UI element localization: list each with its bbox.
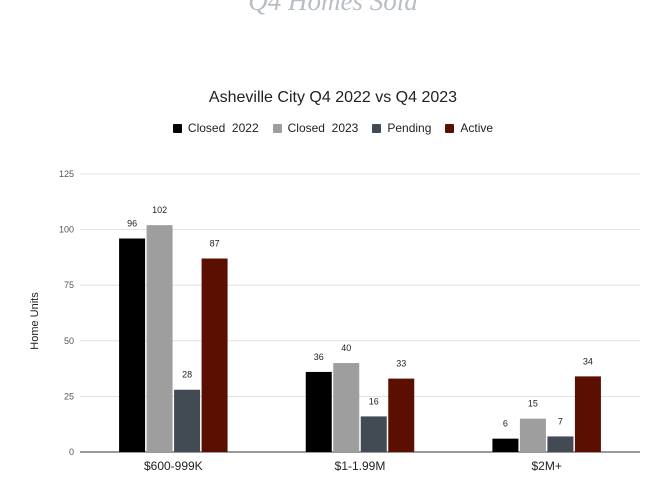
bar [201,258,228,452]
data-label: 96 [127,218,137,228]
data-label: 36 [314,352,324,362]
y-tick-label: 0 [69,447,74,457]
y-tick-label: 75 [64,280,74,290]
chart-title: Asheville City Q4 2022 vs Q4 2023 [208,89,458,106]
x-category-label: $2M+ [531,459,561,473]
data-label: 40 [341,343,351,353]
legend-item-closed-2022[interactable]: Closed 2022 [172,121,259,135]
x-category-label: $600-999K [144,459,203,473]
data-label: 6 [503,419,508,429]
legend-swatch [272,123,282,133]
data-label: 87 [210,239,220,249]
y-tick-label: 50 [64,336,74,346]
legend-swatch [372,123,382,133]
y-tick-label: 25 [64,391,74,401]
legend-swatch [445,123,455,133]
bar [547,436,574,452]
legend-item-closed-2023[interactable]: Closed 2023 [272,121,359,135]
data-label: 7 [558,416,563,426]
data-label: 34 [583,356,593,366]
x-category-label: $1-1.99M [335,459,386,473]
bar [119,238,146,452]
legend-label: Pending [387,121,432,135]
bar [574,376,601,452]
bar [174,389,201,452]
bar [492,438,519,452]
chart-legend: Closed 2022 Closed 2023 Pending Active [0,121,666,135]
legend-swatch [172,123,182,133]
bar [305,371,332,452]
legend-item-pending[interactable]: Pending [372,121,431,135]
page-title: Q4 Homes Sold [248,0,418,16]
data-label: 15 [528,399,538,409]
legend-item-active[interactable]: Active [445,121,493,135]
bar [333,363,360,452]
y-tick-label: 125 [59,169,74,179]
data-label: 33 [396,359,406,369]
y-tick-label: 100 [59,225,74,235]
data-label: 102 [152,205,167,215]
data-label: 16 [369,396,379,406]
bar [519,418,546,452]
y-axis-label: Home Units [29,292,41,350]
legend-label: Active [460,121,494,135]
legend-label: Closed 2022 [187,121,259,135]
bar [388,378,415,452]
legend-label: Closed 2023 [287,121,359,135]
data-label: 28 [182,370,192,380]
bar [360,416,387,452]
bar [146,225,173,452]
